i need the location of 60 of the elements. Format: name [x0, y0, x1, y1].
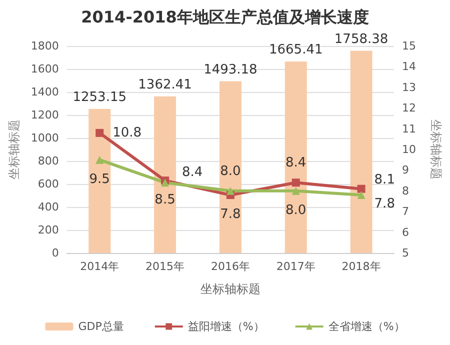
x-tick-label: 2017年	[276, 260, 316, 273]
bar	[350, 50, 372, 253]
data-label: 1665.41	[268, 42, 323, 58]
y-tick-label: 0	[52, 246, 59, 260]
data-label: 8.4	[286, 156, 306, 171]
data-label: 8.4	[182, 165, 203, 180]
y-tick-label: 800	[38, 154, 59, 168]
y2-tick-label: 8	[402, 184, 409, 198]
x-tick-label: 2015年	[146, 260, 185, 273]
y2-tick-label: 9	[402, 164, 409, 177]
data-label: 1758.38	[334, 32, 388, 47]
y-tick-label: 1800	[30, 40, 59, 52]
bar	[284, 61, 307, 253]
x-tick-label: 2018年	[342, 260, 381, 273]
point	[357, 184, 366, 193]
legend-label: 益阳增速（%）	[188, 320, 264, 333]
point	[357, 191, 366, 200]
point	[292, 186, 300, 195]
y-axis-title: 坐标轴标题	[7, 120, 21, 180]
y-tick-label: 1400	[30, 86, 59, 98]
bar	[88, 108, 111, 253]
x-tick-label: 2014年	[80, 260, 120, 273]
y2-tick-label: 12	[402, 102, 416, 115]
point	[96, 128, 104, 137]
y2-tick-label: 13	[402, 80, 416, 94]
y2-tick-label: 14	[402, 60, 416, 74]
data-label: 8.1	[374, 172, 395, 188]
legend-label: 全省增速（%）	[328, 320, 405, 333]
y-tick-label: 1200	[30, 108, 59, 122]
bar	[219, 81, 242, 253]
y-tick-label: 1600	[30, 62, 59, 76]
data-label: 7.8	[374, 196, 395, 212]
y-tick-label: 1000	[30, 132, 59, 144]
y2-tick-label: 15	[402, 40, 416, 52]
data-label: 10.8	[112, 125, 142, 140]
point	[226, 186, 234, 195]
chart-title: 2014-2018年地区生产总值及增长速度	[81, 8, 369, 26]
data-label: 1253.15	[72, 90, 126, 105]
data-label: 1362.41	[138, 77, 192, 92]
y2-tick-label: 10	[402, 143, 416, 156]
y-tick-label: 600	[38, 178, 59, 190]
data-label: 8.0	[220, 164, 241, 179]
y2-tick-label: 6	[402, 226, 409, 239]
x-tick-label: 2016年	[210, 260, 250, 273]
y2-axis-title: 坐标轴标题	[429, 120, 443, 180]
point	[292, 178, 300, 187]
y2-tick-label: 7	[402, 205, 409, 218]
y-tick-label: 400	[38, 200, 59, 214]
x-axis-title: 坐标轴标题	[200, 282, 260, 296]
data-label: 7.8	[220, 207, 241, 222]
data-label: 1493.18	[204, 62, 258, 78]
y2-tick-label: 11	[402, 122, 416, 136]
point	[96, 156, 104, 164]
y2-tick-label: 5	[402, 246, 409, 260]
bar	[154, 96, 176, 253]
legend-label: GDP总量	[78, 320, 124, 333]
data-label: 8.0	[286, 202, 306, 218]
data-label: 9.5	[89, 172, 110, 187]
data-label: 8.5	[154, 192, 176, 208]
y-tick-label: 200	[38, 224, 59, 236]
